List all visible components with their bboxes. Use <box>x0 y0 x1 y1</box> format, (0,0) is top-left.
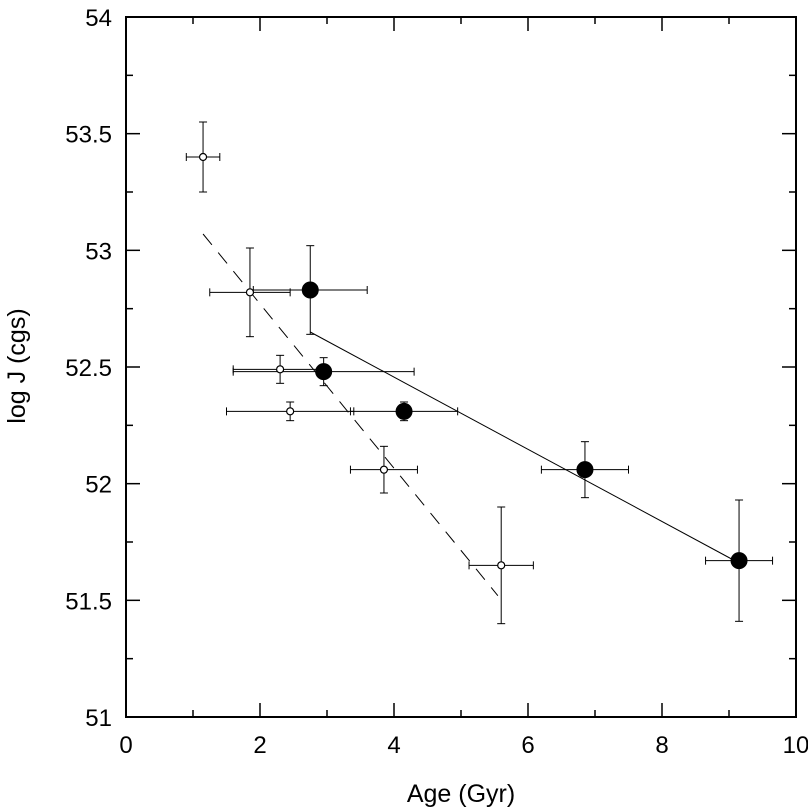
y-tick-label: 51 <box>85 705 112 732</box>
y-axis-title: log J (cgs) <box>3 308 31 423</box>
open-circle-point <box>245 288 255 297</box>
filled-circle-point <box>395 402 413 420</box>
x-tick-label: 6 <box>521 732 534 759</box>
x-tick-label: 10 <box>783 732 808 759</box>
filled-circle-point <box>315 363 333 381</box>
y-tick-label: 53 <box>85 238 112 265</box>
open-circle-point <box>198 152 208 162</box>
open-circle-point <box>286 407 295 416</box>
x-tick-label: 0 <box>119 732 132 759</box>
filled-circle-point <box>730 552 748 570</box>
error-bars <box>185 121 774 625</box>
axes: 0 2 4 6 8 10 51 51.5 52 52.5 53 53.5 54 <box>65 5 808 759</box>
y-tick-label: 53.5 <box>65 122 112 149</box>
data-points <box>198 152 748 570</box>
y-tick-label: 52.5 <box>65 355 112 382</box>
y-tick-label: 52 <box>85 472 112 499</box>
axis-labels: Age (Gyr) log J (cgs) <box>3 308 515 808</box>
filled-circle-point <box>576 461 594 479</box>
x-tick-label: 2 <box>253 732 266 759</box>
x-tick-label: 4 <box>387 732 400 759</box>
open-circle-point <box>276 365 285 374</box>
filled-circle-point <box>301 281 319 299</box>
solid-fit-line <box>310 331 740 564</box>
y-tick-label: 54 <box>85 5 112 32</box>
y-tick-label: 51.5 <box>65 588 112 615</box>
open-circle-point <box>379 465 389 474</box>
open-circle-point <box>497 561 506 570</box>
plot-frame <box>125 16 797 718</box>
x-tick-label: 8 <box>655 732 668 759</box>
fit-lines <box>202 233 740 596</box>
x-axis-title: Age (Gyr) <box>407 780 515 808</box>
